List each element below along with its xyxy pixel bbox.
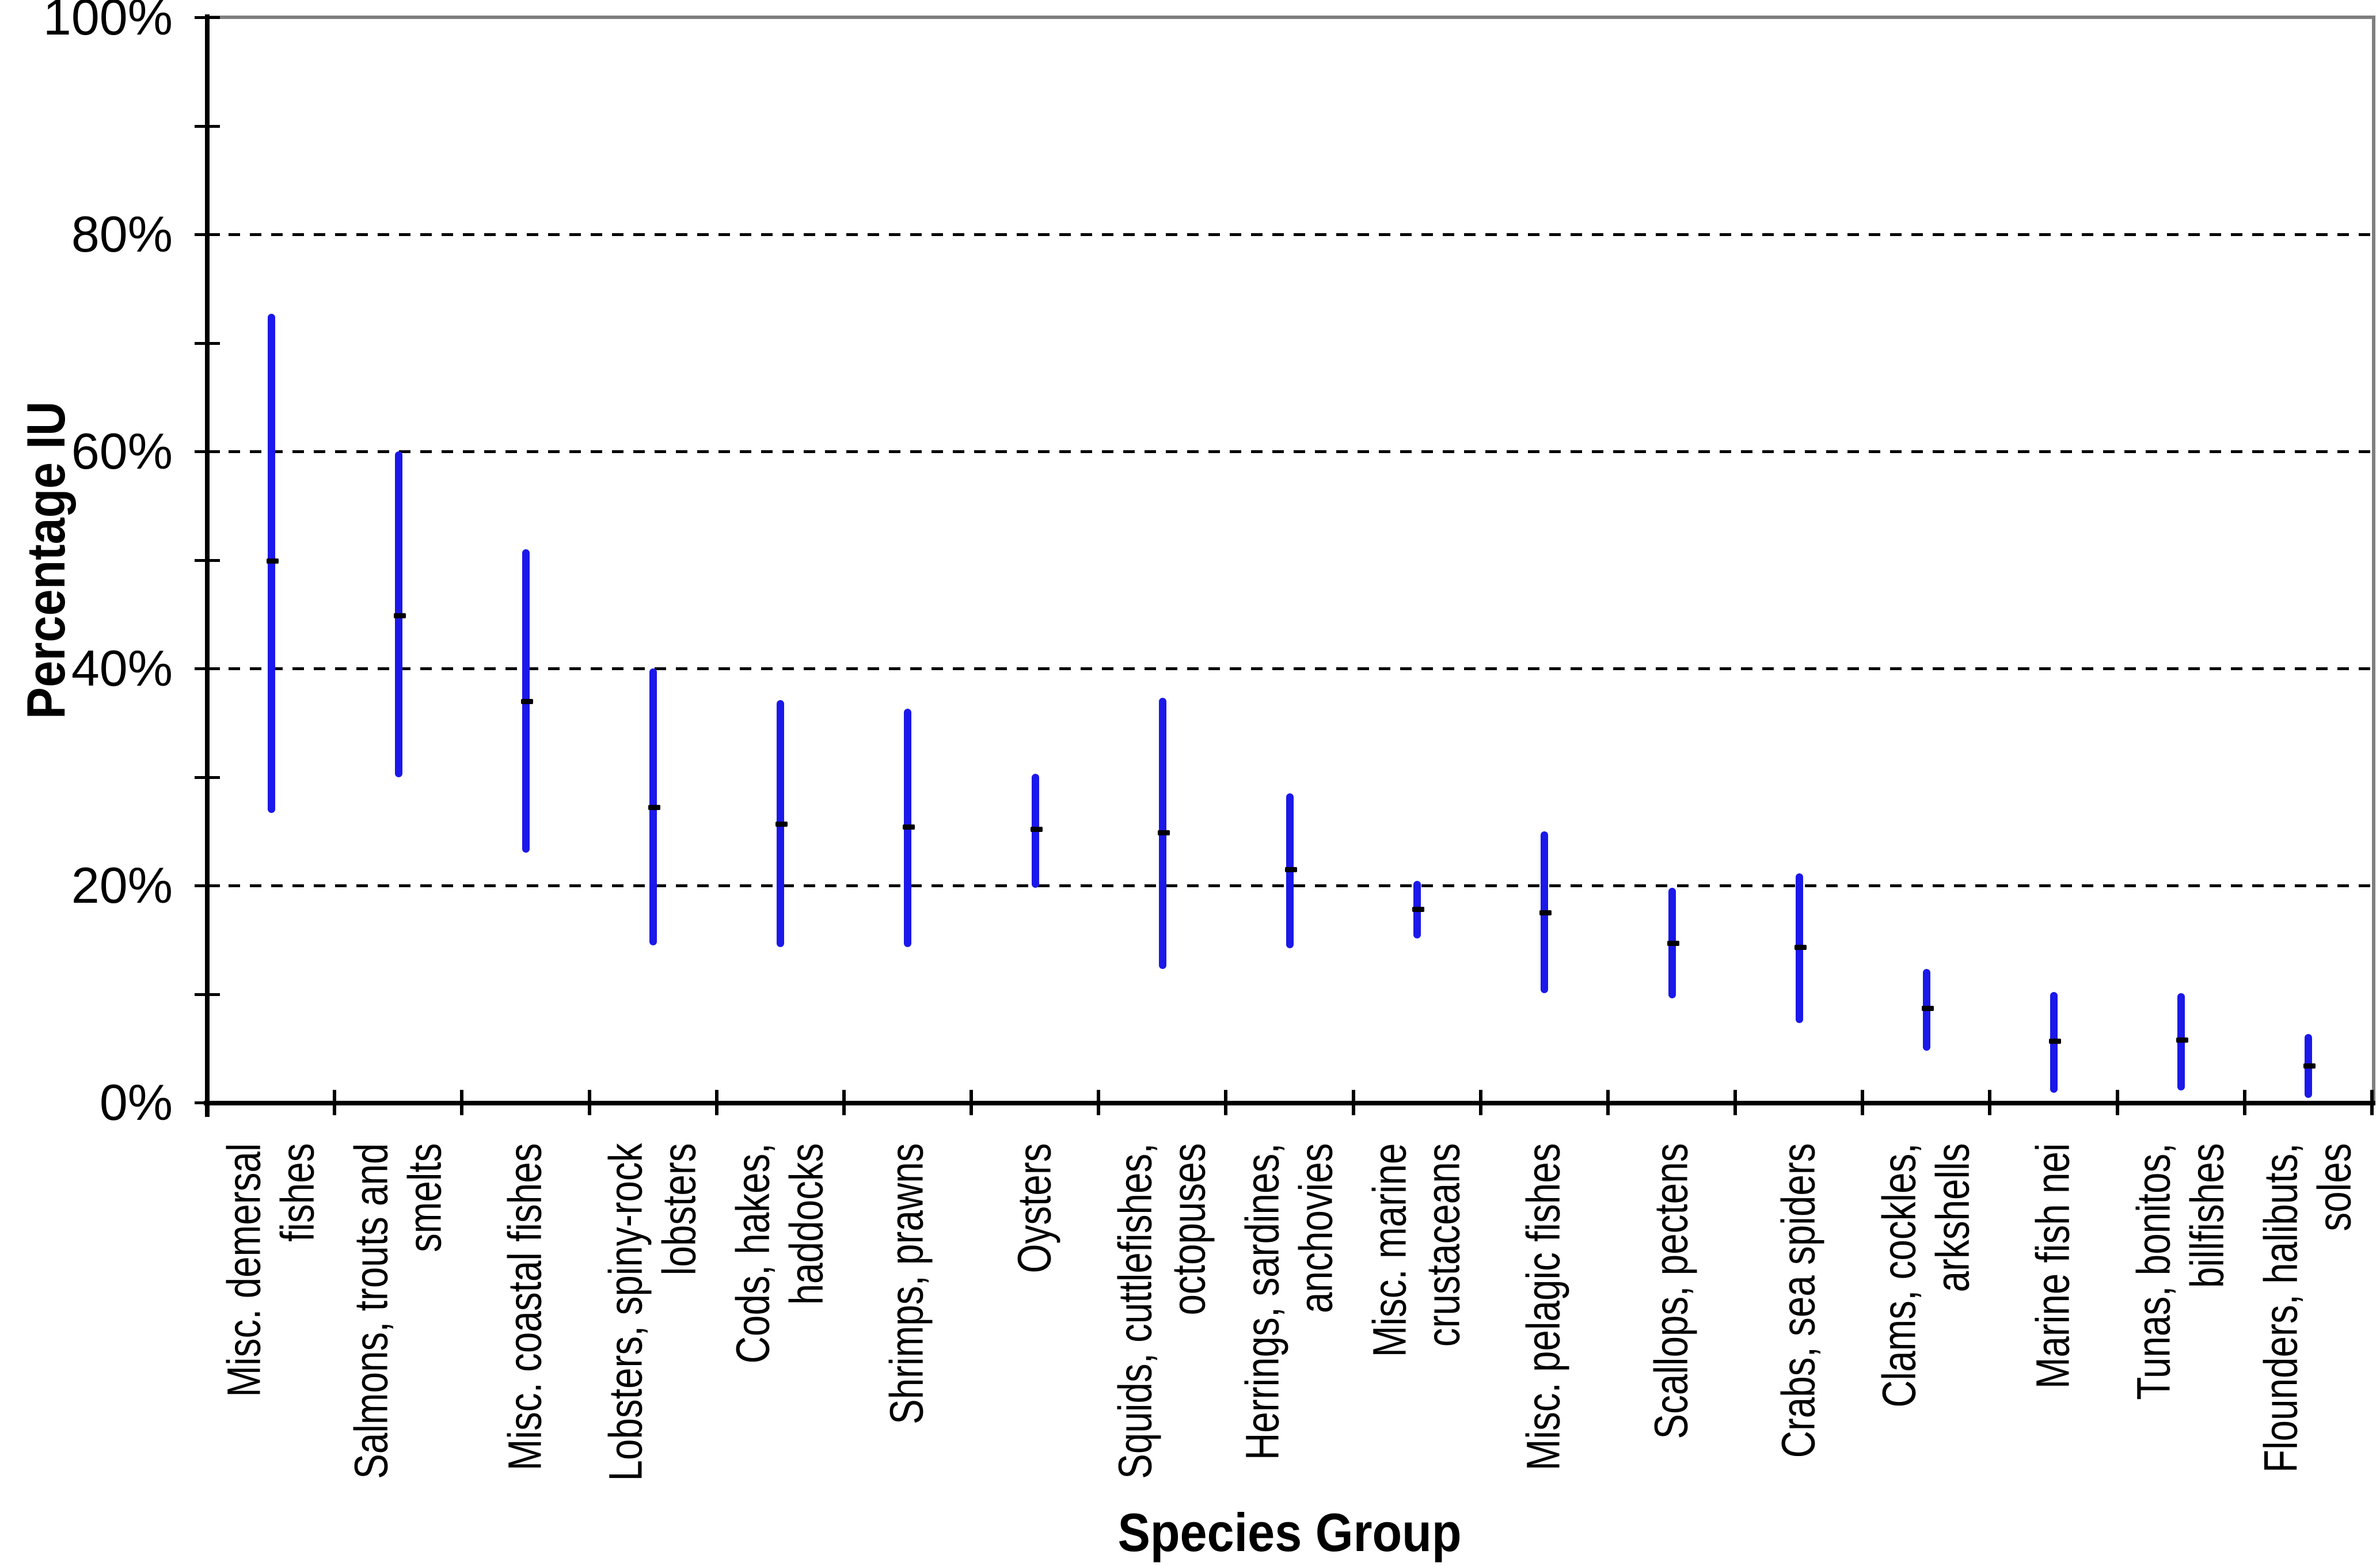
x-tick-boundary-10 — [1478, 1090, 1482, 1115]
x-tick-boundary-17 — [2370, 1090, 2374, 1115]
category-label-16: Tunas, bonitos, billfishes — [2127, 1143, 2234, 1400]
x-tick-boundary-11 — [1606, 1090, 1610, 1115]
plot-right-border — [2372, 16, 2375, 1104]
x-axis-title: Species Group — [1117, 1502, 1462, 1563]
y-tick-label-60pct: 60% — [71, 423, 173, 480]
x-tick-boundary-4 — [714, 1090, 718, 1115]
y-tick-90pct — [195, 124, 220, 128]
mean-marker-17 — [2303, 1063, 2316, 1069]
mean-marker-7 — [1030, 826, 1043, 832]
mean-marker-6 — [903, 824, 915, 830]
x-tick-boundary-7 — [1097, 1090, 1101, 1115]
mean-marker-2 — [393, 613, 406, 618]
y-tick-label-0pct: 0% — [99, 1074, 173, 1131]
y-tick-40pct — [195, 667, 220, 670]
mean-marker-9 — [1285, 866, 1297, 872]
mean-marker-10 — [1412, 907, 1425, 913]
mean-marker-5 — [775, 821, 788, 827]
category-label-5: Cods, hakes, haddocks — [727, 1143, 833, 1363]
x-tick-boundary-3 — [587, 1090, 591, 1115]
x-tick-boundary-14 — [1988, 1090, 1992, 1115]
y-tick-20pct — [195, 884, 220, 887]
category-label-11: Misc. pelagic fishes — [1518, 1143, 1571, 1470]
y-tick-label-100pct: 100% — [43, 0, 173, 45]
category-label-6: Shrimps, prawns — [881, 1143, 934, 1424]
mean-marker-8 — [1157, 830, 1170, 835]
x-tick-boundary-8 — [1224, 1090, 1228, 1115]
category-label-9: Herrings, sardines, anchovies — [1236, 1143, 1342, 1460]
y-tick-100pct — [195, 16, 220, 19]
y-tick-10pct — [195, 993, 220, 996]
x-tick-boundary-15 — [2115, 1090, 2119, 1115]
y-axis-line — [205, 14, 210, 1117]
y-tick-label-40pct: 40% — [71, 640, 173, 697]
x-tick-boundary-2 — [460, 1090, 464, 1115]
category-label-15: Marine fish nei — [2027, 1143, 2079, 1389]
x-tick-boundary-12 — [1733, 1090, 1738, 1115]
mean-marker-16 — [2176, 1037, 2189, 1043]
gridline-40pct — [207, 667, 2372, 670]
y-tick-label-20pct: 20% — [71, 857, 173, 914]
mean-marker-15 — [2049, 1038, 2062, 1044]
category-label-10: Misc. marine crustaceans — [1363, 1143, 1470, 1357]
y-tick-70pct — [195, 341, 220, 345]
category-label-1: Misc. demersal fishes — [217, 1143, 324, 1397]
mean-marker-13 — [1794, 945, 1807, 951]
x-tick-boundary-13 — [1861, 1090, 1865, 1115]
x-tick-boundary-9 — [1351, 1090, 1355, 1115]
category-label-3: Misc. coastal fishes — [499, 1143, 552, 1470]
category-label-17: Flounders, halibuts, soles — [2254, 1143, 2361, 1473]
category-label-13: Crabs, sea spiders — [1772, 1143, 1825, 1458]
y-tick-60pct — [195, 450, 220, 453]
gridline-80pct — [207, 233, 2372, 236]
mean-marker-3 — [520, 698, 533, 704]
mean-marker-1 — [266, 558, 279, 564]
x-tick-boundary-6 — [970, 1090, 974, 1115]
y-tick-label-80pct: 80% — [71, 206, 173, 263]
category-label-2: Salmons, trouts and smelts — [345, 1143, 451, 1479]
y-tick-80pct — [195, 233, 220, 236]
mean-marker-4 — [648, 805, 661, 811]
y-tick-30pct — [195, 776, 220, 779]
category-label-14: Clams, cockles, arkshells — [1873, 1143, 1979, 1408]
category-label-4: Lobsters, spiny-rock lobsters — [599, 1143, 706, 1481]
x-tick-boundary-1 — [333, 1090, 337, 1115]
x-axis-line — [204, 1101, 2375, 1105]
y-tick-0pct — [195, 1101, 220, 1104]
category-label-12: Scallops, pectens — [1645, 1143, 1698, 1439]
mean-marker-14 — [1921, 1006, 1934, 1011]
y-axis-title: Percentage IU — [16, 401, 76, 719]
plot-top-border — [205, 16, 2375, 19]
category-label-7: Oysters — [1008, 1143, 1061, 1273]
mean-marker-12 — [1667, 940, 1679, 946]
gridline-60pct — [207, 450, 2372, 453]
category-label-8: Squids, cuttlefishes, octopuses — [1109, 1143, 1215, 1479]
y-tick-50pct — [195, 558, 220, 562]
x-tick-boundary-5 — [842, 1090, 846, 1115]
mean-marker-11 — [1539, 910, 1552, 916]
x-tick-boundary-16 — [2242, 1090, 2246, 1115]
